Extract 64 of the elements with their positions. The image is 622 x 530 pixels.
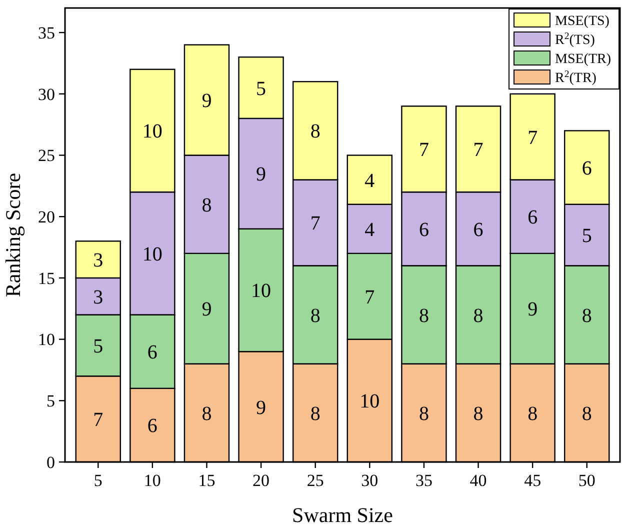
data-label: 8 [310,304,320,327]
data-label: 5 [93,335,104,358]
data-label: 10 [251,280,272,302]
data-label: 10 [360,390,380,413]
x-tick-label: 50 [578,471,596,490]
data-label: 5 [582,225,592,247]
y-tick-label: 10 [38,330,55,350]
data-label: 7 [310,212,320,235]
data-label: 9 [528,298,538,321]
data-label: 8 [473,304,484,327]
x-tick-label: 25 [306,471,324,490]
x-tick-label: 45 [524,471,542,490]
y-axis-title: Ranking Score [1,172,25,298]
legend-label: MSE(TR) [555,52,612,67]
legend-label: MSE(TS) [555,14,610,29]
y-tick-label: 30 [38,84,55,104]
data-label: 7 [528,126,538,149]
x-tick-label: 10 [144,471,161,490]
y-tick-label: 25 [38,146,55,166]
data-label: 8 [582,304,592,327]
data-label: 6 [418,218,429,241]
data-label: 4 [364,170,375,192]
data-label: 8 [310,120,320,143]
data-label: 6 [582,158,592,180]
legend-label: R$^{2}$(TR) [555,68,597,86]
y-tick-label: 35 [38,23,55,42]
data-label: 9 [256,396,266,419]
x-axis-title: Swarm Size [292,503,393,527]
x-tick-label: 30 [361,471,378,490]
data-label: 7 [93,409,104,432]
x-tick-label: 15 [198,471,216,490]
y-tick-label: 20 [38,208,55,227]
data-label: 3 [93,286,104,308]
data-label: 10 [142,120,162,143]
data-label: 8 [310,402,320,425]
data-label: 10 [142,243,162,266]
data-label: 6 [147,342,158,364]
x-tick-label: 35 [415,471,432,490]
data-label: 6 [528,206,538,229]
data-label: 9 [202,298,212,321]
y-tick-label: 5 [46,392,55,411]
data-label: 8 [473,402,484,425]
data-label: 7 [473,139,484,162]
data-label: 8 [418,304,429,327]
data-label: 6 [473,218,484,241]
data-label: 7 [364,286,375,308]
data-label: 6 [147,415,158,438]
y-tick-label: 15 [38,268,55,288]
data-label: 9 [256,164,266,186]
legend-label: R$^{2}$(TS) [555,30,596,48]
data-label: 8 [582,402,592,425]
data-label: 8 [202,402,212,425]
data-label: 3 [93,250,104,272]
data-label: 8 [418,402,429,425]
data-label: 4 [364,218,375,241]
y-tick-label: 0 [46,452,55,472]
data-label: 8 [202,194,212,216]
x-tick-label: 5 [94,471,102,490]
x-tick-label: 20 [252,471,270,490]
data-label: 9 [202,90,212,112]
data-label: 8 [528,402,538,425]
x-tick-label: 40 [470,471,487,490]
data-label: 7 [418,139,429,162]
data-label: 5 [256,78,266,100]
